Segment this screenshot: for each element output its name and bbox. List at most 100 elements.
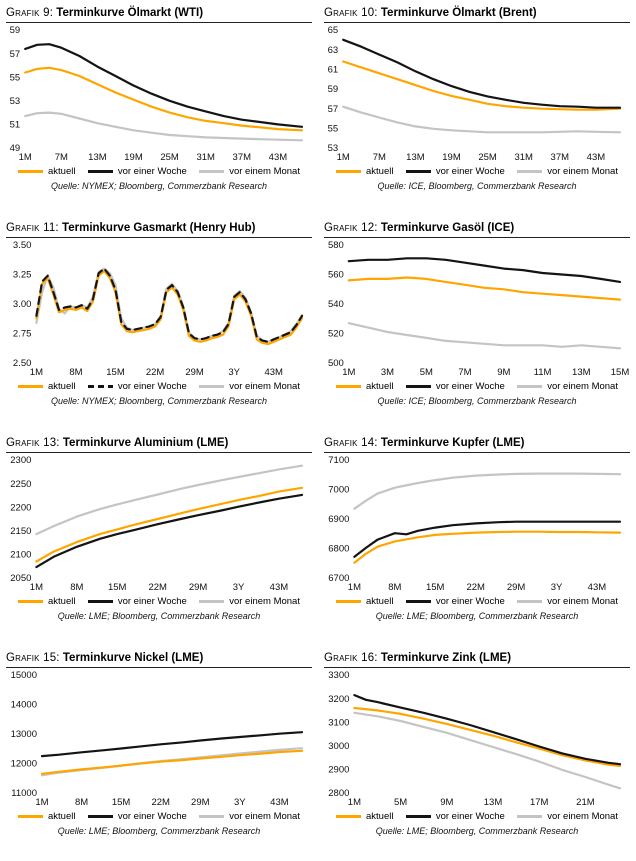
y-axis-tick-label: 14000 — [11, 700, 37, 711]
x-axis-tick-label: 1M — [35, 797, 48, 808]
series-line-vor-einem-Monat — [353, 712, 622, 790]
legend-item: vor einem Monat — [517, 381, 618, 392]
chart-source: Quelle: LME; Bloomberg, Commerzbank Rese… — [375, 611, 579, 622]
legend-item: vor einer Woche — [405, 596, 505, 608]
chart-legend: aktuell vor einer Woche vor einem Monat — [6, 381, 312, 392]
x-axis-tick-label: 1M — [348, 797, 361, 808]
series-line-vor-einem-Monat — [35, 464, 304, 536]
legend-item: vor einer Woche — [87, 381, 187, 392]
chart-legend: aktuell vor einer Woche vor einem Monat — [6, 166, 312, 177]
chart-title: Terminkurve Ölmarkt (Brent) — [380, 7, 537, 19]
y-axis-tick-label: 11000 — [11, 789, 37, 800]
y-axis-tick-label: 520 — [328, 329, 344, 340]
legend-swatch-black — [405, 600, 431, 604]
legend-item: aktuell — [336, 381, 393, 392]
legend-item: vor einem Monat — [199, 811, 300, 822]
series-line-vor-einem-Monat — [342, 105, 622, 134]
y-axis-tick-label: 500 — [328, 359, 344, 370]
legend-item: vor einem Monat — [517, 166, 618, 177]
legend-label: vor einer Woche — [117, 166, 187, 178]
y-axis-tick-label: 63 — [328, 45, 339, 56]
legend-swatch-black — [405, 385, 431, 389]
forward-curve-chart: 53 55 57 59 61 63 65 1M 7M 13M 19M 25M 31M 37M 43M — [328, 26, 622, 163]
legend-swatch-black — [87, 170, 113, 174]
y-axis-tick-label: 3100 — [328, 718, 349, 729]
legend-label: aktuell — [366, 811, 394, 823]
chart-legend: aktuell vor einer Woche vor einem Monat — [324, 166, 630, 177]
x-axis-tick-label: 3Y — [228, 367, 240, 378]
x-axis-tick-label: 3Y — [234, 797, 246, 808]
y-axis-tick-label: 51 — [10, 120, 21, 131]
x-axis-tick-label: 43M — [269, 152, 288, 163]
legend-swatch-gray — [517, 600, 543, 604]
chart-legend: aktuell vor einer Woche vor einem Monat — [324, 381, 630, 392]
legend-swatch-gray — [199, 170, 225, 174]
chart-legend: aktuell vor einer Woche vor einem Monat — [6, 811, 312, 822]
legend-swatch-gray — [199, 600, 225, 604]
x-axis-tick-label: 25M — [478, 152, 497, 163]
legend-item: vor einem Monat — [199, 166, 300, 177]
x-axis-tick-label: 7M — [458, 367, 471, 378]
chart-header: Grafik 10: Terminkurve Ölmarkt (Brent) — [324, 6, 630, 24]
chart-legend: aktuell vor einer Woche vor einem Monat — [324, 596, 630, 607]
series-line-aktuell — [353, 707, 622, 768]
legend-label: vor einem Monat — [547, 166, 618, 178]
legend-swatch-black — [87, 600, 113, 604]
y-axis-tick-label: 2800 — [328, 789, 349, 800]
legend-swatch-gray — [517, 815, 543, 819]
x-axis-tick-label: 29M — [189, 582, 208, 593]
y-axis-tick-label: 2.75 — [13, 329, 32, 340]
x-axis-tick-label: 8M — [69, 367, 82, 378]
legend-item: aktuell — [18, 811, 75, 822]
legend-label: vor einer Woche — [435, 166, 505, 178]
x-axis-tick-label: 9M — [497, 367, 510, 378]
x-axis-tick-label: 15M — [426, 582, 445, 593]
legend-swatch-orange — [18, 815, 43, 819]
x-axis-tick-label: 22M — [151, 797, 170, 808]
x-axis-tick-label: 19M — [124, 152, 143, 163]
chart-source: Quelle: LME; Bloomberg, Commerzbank Rese… — [57, 611, 261, 622]
series-line-vor-einem-Monat — [353, 472, 622, 511]
series-line-aktuell — [353, 530, 622, 565]
x-axis-tick-label: 11M — [534, 367, 552, 378]
legend-label: vor einer Woche — [117, 596, 187, 608]
x-axis-tick-label: 1M — [19, 152, 32, 163]
y-axis-tick-label: 2050 — [10, 574, 31, 585]
x-axis-tick-label: 29M — [191, 797, 210, 808]
chart-title: Terminkurve Kupfer (LME) — [380, 437, 525, 449]
legend-label: aktuell — [366, 596, 394, 608]
x-axis-tick-label: 9M — [440, 797, 453, 808]
legend-swatch-black-dashed — [87, 385, 113, 389]
x-axis-tick-label: 15M — [112, 797, 131, 808]
legend-item: vor einem Monat — [517, 811, 618, 822]
chart-card-henry-hub: Grafik 11: Terminkurve Gasmarkt (Henry H… — [0, 215, 318, 430]
y-axis-tick-label: 3300 — [328, 671, 349, 682]
y-axis-tick-label: 57 — [10, 49, 21, 60]
legend-item: aktuell — [18, 166, 75, 177]
chart-legend: aktuell vor einer Woche vor einem Monat — [6, 596, 312, 607]
legend-swatch-black — [87, 815, 113, 819]
chart-header: Grafik 14: Terminkurve Kupfer (LME) — [324, 436, 630, 454]
y-axis-tick-label: 2300 — [10, 456, 31, 467]
chart-card-nickel: Grafik 15: Terminkurve Nickel (LME) 1100… — [0, 645, 318, 860]
y-axis-tick-label: 2900 — [328, 765, 349, 776]
x-axis-tick-label: 1M — [348, 582, 361, 593]
y-axis-tick-label: 3000 — [328, 741, 349, 752]
y-axis-tick-label: 55 — [10, 73, 21, 84]
legend-swatch-orange — [18, 385, 43, 389]
series-line-vor-einer-Woche — [40, 731, 304, 758]
x-axis-tick-label: 43M — [264, 367, 283, 378]
legend-label: vor einer Woche — [435, 381, 505, 393]
legend-label: vor einer Woche — [435, 596, 505, 608]
series-line-aktuell — [24, 67, 304, 132]
x-axis-tick-label: 25M — [160, 152, 179, 163]
chart-source: Quelle: NYMEX; Bloomberg, Commerzbank Re… — [50, 181, 268, 192]
x-axis-tick-label: 1M — [30, 582, 43, 593]
y-axis-tick-label: 2200 — [10, 503, 31, 514]
chart-card-aluminium: Grafik 13: Terminkurve Aluminium (LME) 2… — [0, 430, 318, 645]
x-axis-tick-label: 13M — [484, 797, 503, 808]
chart-title: Terminkurve Gasöl (ICE) — [380, 222, 515, 234]
y-axis-tick-label: 2250 — [10, 479, 31, 490]
y-axis-tick-label: 49 — [10, 144, 21, 155]
x-axis-tick-label: 43M — [270, 797, 289, 808]
